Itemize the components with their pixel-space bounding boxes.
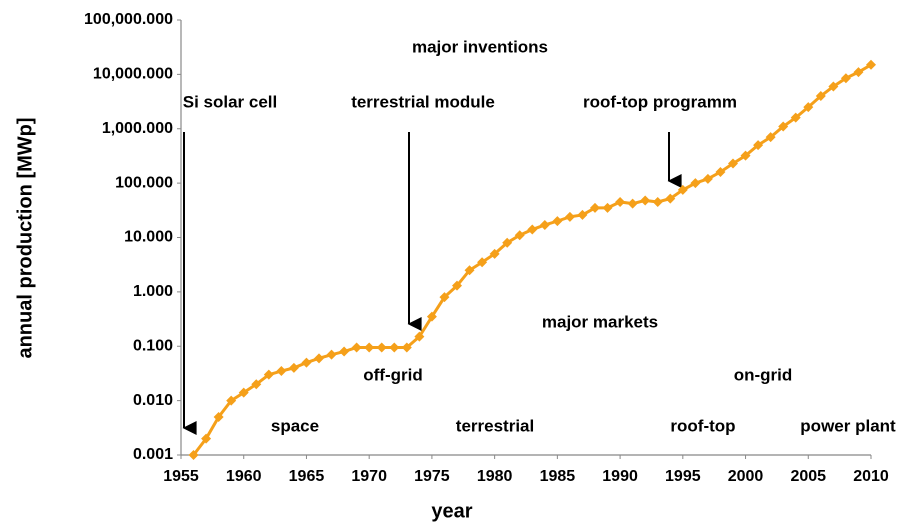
- marker: [401, 342, 412, 353]
- marker: [715, 167, 726, 178]
- annotation: major inventions: [412, 37, 548, 56]
- marker: [414, 331, 425, 342]
- marker: [226, 395, 237, 406]
- annotation: roof-top: [670, 416, 735, 435]
- annotation: power plant: [800, 416, 896, 435]
- annotation: terrestrial: [456, 416, 534, 435]
- marker: [263, 369, 274, 380]
- marker: [577, 209, 588, 220]
- x-tick-label: 1960: [226, 468, 262, 485]
- y-tick-label: 100,000.000: [84, 11, 173, 28]
- marker: [301, 357, 312, 368]
- marker: [502, 237, 513, 248]
- marker: [452, 280, 462, 291]
- marker: [426, 311, 437, 322]
- y-tick-label: 1.000: [133, 283, 173, 300]
- y-tick-label: 0.100: [133, 337, 173, 354]
- marker: [288, 362, 299, 373]
- marker: [840, 73, 851, 84]
- marker: [564, 211, 575, 222]
- marker: [815, 91, 826, 102]
- marker: [590, 202, 600, 213]
- marker: [464, 265, 475, 276]
- marker: [188, 450, 199, 460]
- annotation: off-grid: [363, 365, 422, 384]
- marker: [314, 353, 324, 364]
- marker: [251, 379, 262, 390]
- marker: [514, 230, 525, 241]
- y-tick-label: 0.001: [133, 446, 173, 463]
- marker: [640, 195, 651, 206]
- marker: [389, 342, 400, 353]
- annotation: space: [271, 416, 319, 435]
- marker: [238, 387, 249, 398]
- marker: [753, 140, 764, 151]
- marker: [276, 366, 287, 377]
- marker: [552, 216, 563, 227]
- x-tick-label: 1985: [540, 468, 576, 485]
- y-tick-label: 10.000: [124, 229, 173, 246]
- x-tick-label: 1980: [477, 468, 513, 485]
- x-tick-label: 1965: [289, 468, 325, 485]
- marker: [803, 102, 814, 113]
- annotation: Si solar cell: [183, 92, 278, 111]
- marker: [364, 342, 375, 353]
- marker: [702, 173, 713, 184]
- x-tick-label: 1995: [665, 468, 701, 485]
- marker: [665, 193, 676, 204]
- y-tick-label: 100.000: [115, 174, 173, 191]
- x-axis-label: year: [431, 500, 472, 522]
- marker: [477, 257, 488, 268]
- marker: [439, 292, 450, 303]
- series-line: [192, 63, 872, 456]
- marker: [677, 184, 688, 195]
- x-tick-label: 2005: [790, 468, 826, 485]
- annotation: terrestrial module: [351, 92, 495, 111]
- marker: [351, 342, 362, 353]
- marker: [602, 202, 613, 213]
- x-tick-label: 2000: [728, 468, 764, 485]
- marker: [853, 67, 864, 78]
- marker: [539, 219, 550, 230]
- x-tick-label: 1990: [602, 468, 638, 485]
- x-tick-label: 1955: [163, 468, 199, 485]
- marker: [740, 150, 751, 161]
- marker: [652, 196, 663, 207]
- marker: [828, 81, 839, 92]
- annotation: roof-top programm: [583, 92, 737, 111]
- y-tick-label: 1,000.000: [102, 120, 173, 137]
- x-tick-label: 2010: [853, 468, 889, 485]
- marker: [615, 196, 626, 207]
- marker: [376, 342, 387, 353]
- y-tick-label: 0.010: [133, 392, 173, 409]
- marker: [339, 346, 350, 357]
- marker: [527, 224, 538, 235]
- y-tick-label: 10,000.000: [93, 66, 173, 83]
- annotation: on-grid: [734, 365, 793, 384]
- marker: [213, 411, 224, 422]
- x-tick-label: 1970: [351, 468, 387, 485]
- y-axis-label: annual production [MWp]: [14, 117, 36, 358]
- marker: [866, 59, 876, 70]
- marker: [765, 132, 776, 143]
- annotation: major markets: [542, 312, 658, 331]
- marker: [201, 433, 212, 444]
- marker: [489, 248, 500, 259]
- marker: [790, 112, 801, 123]
- marker: [326, 349, 337, 360]
- marker: [627, 198, 638, 209]
- marker: [690, 178, 701, 189]
- marker: [778, 121, 789, 132]
- marker: [728, 158, 738, 169]
- x-tick-label: 1975: [414, 468, 450, 485]
